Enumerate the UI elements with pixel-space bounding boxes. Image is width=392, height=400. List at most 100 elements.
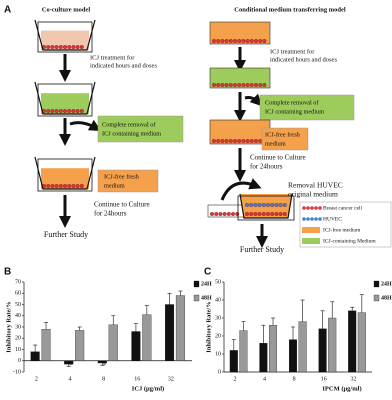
box [259,94,355,121]
medium [41,93,89,114]
error-bar [178,290,183,296]
cell [266,212,270,216]
cell [274,203,279,207]
y-tick-label: 20 [15,336,21,342]
cell [224,39,229,43]
cell [231,212,235,216]
x-tick-label: 2 [35,376,38,382]
well [37,158,93,192]
legend-label: ICJ-containing Medium [323,238,376,244]
cell [282,203,287,207]
cell [67,109,72,113]
cell [63,109,67,113]
y-tick-label: 50 [15,302,21,308]
cell [50,184,55,188]
medium [41,168,89,189]
bar [229,350,238,373]
cell [228,139,233,143]
bar [298,321,307,373]
x-tick-label: 4 [263,376,266,382]
error-bar [167,292,172,305]
arrow [220,178,262,201]
error-bar [320,310,325,329]
bar [175,295,185,361]
cell [58,109,63,113]
bar [108,324,118,361]
medium [41,30,89,50]
bar [328,317,337,373]
label: medium [265,140,286,147]
legend-swatch [314,206,318,210]
cell [58,184,63,188]
label: indicated hours and doses [270,56,337,63]
bar [131,331,141,361]
cell [228,39,233,43]
y-tick-label: 10 [15,347,21,353]
x-tick-label: 32 [168,376,174,382]
cell [262,39,267,43]
cell [237,139,242,143]
error-bar [271,317,276,326]
label: ICJ treatment for [90,54,135,61]
cell [67,45,72,49]
box [97,115,184,143]
label: ICJ containing medium [265,108,324,115]
cell [245,39,250,43]
cell [282,212,287,216]
cell [257,203,262,207]
arrow [69,119,102,131]
cell [216,83,221,87]
legend-label: 48H [201,295,212,301]
legend-swatch [306,206,310,210]
cell [58,45,63,49]
label: medium [104,182,125,189]
bar [269,325,278,373]
cell [46,184,51,188]
label: Further Study [240,245,284,254]
panel-label: B [4,267,11,278]
legend-swatch [318,206,322,210]
legend-swatch [373,280,380,288]
cell [258,139,263,143]
x-tick-label: 16 [134,376,140,382]
insert [34,156,96,190]
cell [249,83,254,87]
medium [209,21,271,45]
y-tick-label: 40 [15,313,21,319]
error-bar [44,322,49,330]
bar [259,343,268,373]
cell [75,184,80,188]
y-tick-label: 10 [215,351,221,357]
legend-swatch [302,238,320,244]
cell [270,212,275,216]
cell [79,45,84,49]
y-tick-label: 50 [215,279,221,285]
cell [237,39,242,43]
cell [54,45,59,49]
legend-label: Breast cancer cell [323,205,363,211]
y-tick-label: 70 [15,279,21,285]
cell [75,109,80,113]
error-bar [350,306,355,311]
insert [34,19,96,51]
cell [254,139,258,143]
label: original medium [288,190,338,199]
cell [245,139,250,143]
error-bar [33,344,38,352]
cell [258,83,263,87]
cell [245,203,249,207]
legend-label: ICJ-free medium [323,226,361,233]
label: ICJ-free fresh [104,173,140,180]
cell [233,83,237,87]
title: Co-culture model [42,6,91,13]
error-bar [133,323,138,332]
cell [266,203,270,207]
legend-label: 24H [381,281,392,287]
cell [224,83,229,87]
cell [274,212,279,216]
y-tick-label: 0 [218,369,221,375]
y-tick-label: 60 [15,291,21,297]
x-tick-label: 8 [102,376,105,382]
cell [278,203,283,207]
